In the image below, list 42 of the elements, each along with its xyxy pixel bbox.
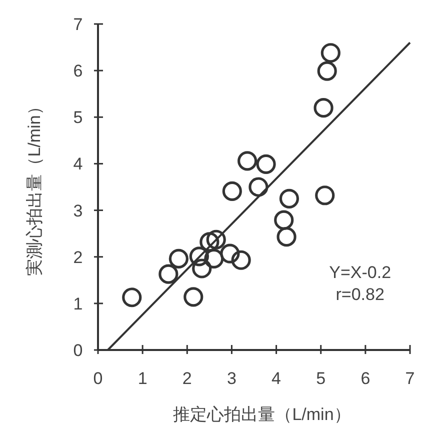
point xyxy=(192,258,212,278)
y-tick-label: 3 xyxy=(73,201,83,220)
point xyxy=(279,188,300,208)
x-tick-label: 4 xyxy=(272,369,282,388)
point xyxy=(220,244,240,264)
point xyxy=(158,264,178,284)
point xyxy=(204,248,224,269)
x-tick-label: 2 xyxy=(182,369,192,388)
x-tick-label: 3 xyxy=(226,369,236,388)
y-tick-label: 5 xyxy=(73,108,83,128)
point xyxy=(256,154,276,174)
y-tick-label: 6 xyxy=(73,62,83,81)
point xyxy=(248,177,268,197)
point xyxy=(189,246,209,266)
x-tick-label: 6 xyxy=(360,369,370,388)
x-tick-label: 7 xyxy=(405,369,415,388)
annotation: Y=X-0.2 xyxy=(329,263,392,282)
point xyxy=(274,210,294,230)
x-tick-label: 5 xyxy=(316,369,326,388)
point xyxy=(238,151,258,171)
y-tick-label: 2 xyxy=(73,248,83,267)
point xyxy=(320,43,340,63)
point xyxy=(222,181,242,201)
point xyxy=(314,98,334,118)
x-tick-label: 1 xyxy=(138,369,148,388)
point xyxy=(184,287,204,307)
point xyxy=(315,186,335,206)
point xyxy=(317,61,337,81)
y-axis-title: 実測心拍出量（L/min） xyxy=(25,98,44,276)
y-tick-label: 4 xyxy=(73,154,83,174)
point xyxy=(276,227,296,247)
y-tick-label: 7 xyxy=(73,15,83,34)
y-tick-label: 1 xyxy=(73,294,83,314)
point xyxy=(168,248,188,269)
point xyxy=(231,250,251,270)
point xyxy=(200,232,220,252)
annotation: r=0.82 xyxy=(336,285,384,304)
point xyxy=(206,230,226,250)
point xyxy=(122,288,142,308)
x-axis-title: 推定心拍出量（L/min） xyxy=(173,405,351,424)
x-tick-label: 0 xyxy=(93,369,103,388)
y-tick-label: 0 xyxy=(73,341,83,360)
